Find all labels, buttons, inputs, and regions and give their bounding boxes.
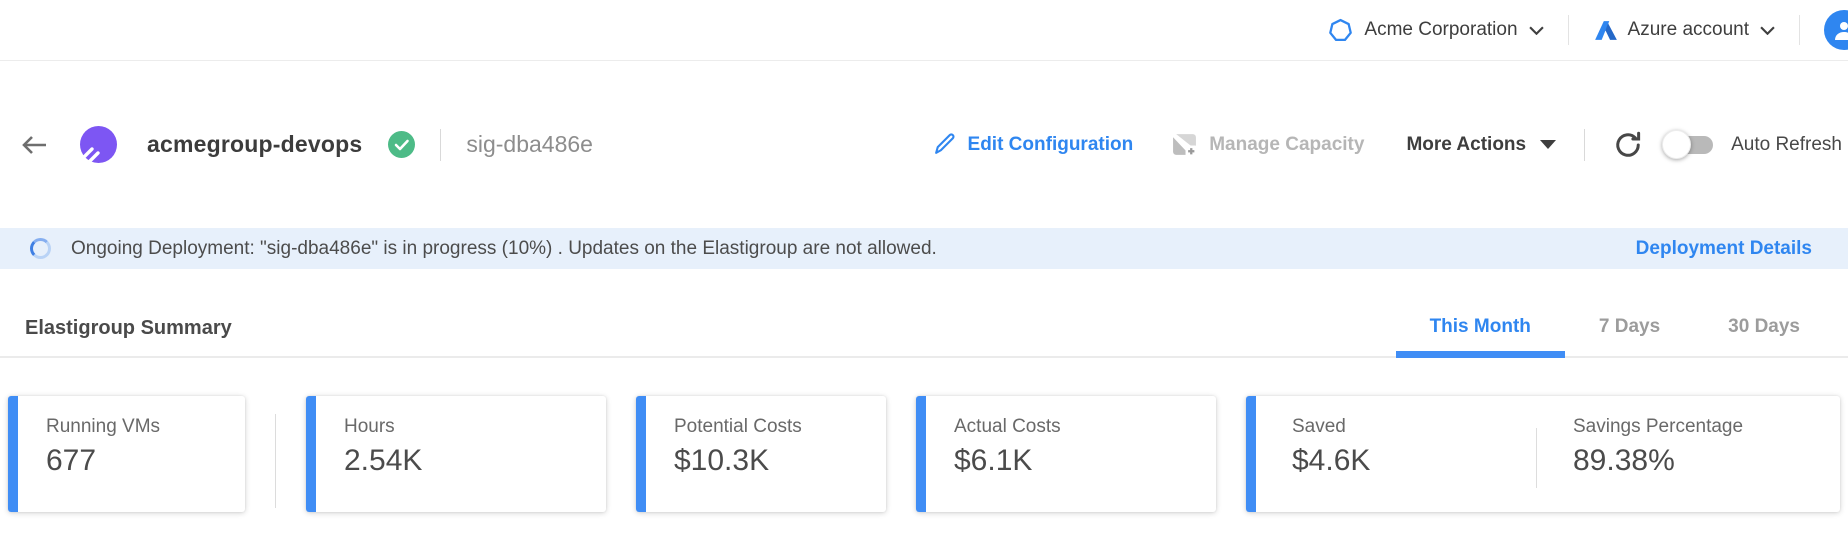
deployment-message: Ongoing Deployment: "sig-dba486e" is in … bbox=[71, 237, 937, 259]
cards-divider bbox=[275, 414, 276, 508]
caret-down-icon bbox=[1540, 140, 1557, 149]
hours-card: Hours 2.54K bbox=[306, 396, 606, 512]
elastigroup-icon bbox=[77, 126, 117, 165]
card-accent-bar bbox=[1246, 396, 1256, 512]
card-inner-divider bbox=[1536, 428, 1537, 488]
card-label: Saved bbox=[1292, 416, 1346, 437]
user-avatar[interactable] bbox=[1824, 10, 1848, 50]
summary-header: Elastigroup Summary This Month 7 Days 30… bbox=[0, 269, 1848, 358]
manage-capacity-button[interactable]: Manage Capacity bbox=[1171, 131, 1364, 158]
auto-refresh-toggle[interactable] bbox=[1662, 129, 1714, 159]
capacity-icon bbox=[1171, 131, 1198, 158]
azure-icon bbox=[1593, 20, 1617, 40]
toggle-knob bbox=[1662, 129, 1692, 159]
card-label: Hours bbox=[344, 416, 395, 437]
card-accent-bar bbox=[306, 396, 316, 512]
pencil-icon bbox=[932, 132, 957, 157]
page-title: acmegroup-devops bbox=[147, 131, 363, 157]
header-divider bbox=[1584, 128, 1586, 161]
more-actions-button[interactable]: More Actions bbox=[1406, 134, 1557, 156]
refresh-button[interactable] bbox=[1613, 130, 1643, 160]
healthy-status-icon bbox=[388, 131, 416, 158]
card-accent-bar bbox=[8, 396, 18, 512]
auto-refresh-label: Auto Refresh bbox=[1731, 133, 1842, 155]
organization-label: Acme Corporation bbox=[1364, 19, 1518, 40]
chevron-down-icon bbox=[1760, 26, 1775, 35]
card-label: Running VMs bbox=[46, 416, 161, 437]
cloud-account-selector[interactable]: Azure account bbox=[1593, 19, 1775, 41]
time-range-tabs: This Month 7 Days 30 Days bbox=[1395, 316, 1834, 358]
cloud-account-label: Azure account bbox=[1627, 19, 1749, 40]
chevron-down-icon bbox=[1528, 26, 1544, 35]
deployment-banner: Ongoing Deployment: "sig-dba486e" is in … bbox=[0, 228, 1848, 269]
organization-icon bbox=[1328, 18, 1353, 43]
tab-this-month[interactable]: This Month bbox=[1395, 316, 1565, 358]
header-divider bbox=[440, 128, 442, 161]
topbar-divider bbox=[1799, 15, 1800, 45]
card-value: 89.38% bbox=[1573, 444, 1675, 477]
tab-7-days[interactable]: 7 Days bbox=[1598, 316, 1661, 337]
deployment-id: sig-dba486e bbox=[466, 131, 593, 157]
card-label: Savings Percentage bbox=[1573, 416, 1744, 437]
organization-selector[interactable]: Acme Corporation bbox=[1328, 18, 1544, 43]
summary-cards: Running VMs 677 Hours 2.54K Potential Co… bbox=[0, 358, 1848, 512]
potential-costs-card: Potential Costs $10.3K bbox=[636, 396, 886, 512]
running-vms-card: Running VMs 677 bbox=[8, 396, 245, 512]
tab-30-days[interactable]: 30 Days bbox=[1728, 316, 1800, 337]
card-value: 2.54K bbox=[344, 444, 423, 477]
card-accent-bar bbox=[916, 396, 926, 512]
card-label: Actual Costs bbox=[954, 416, 1061, 437]
card-value: 677 bbox=[46, 444, 97, 477]
topbar-divider bbox=[1567, 15, 1569, 45]
savings-card: Saved $4.6K Savings Percentage 89.38% bbox=[1246, 396, 1840, 512]
page-header: acmegroup-devops sig-dba486e Edit Config… bbox=[0, 61, 1848, 228]
summary-title: Elastigroup Summary bbox=[25, 317, 232, 339]
edit-configuration-button[interactable]: Edit Configuration bbox=[932, 132, 1133, 157]
card-value: $4.6K bbox=[1292, 444, 1371, 477]
actual-costs-card: Actual Costs $6.1K bbox=[916, 396, 1216, 512]
card-label: Potential Costs bbox=[674, 416, 802, 437]
top-bar: Acme Corporation Azure account bbox=[0, 0, 1848, 61]
card-value: $6.1K bbox=[954, 444, 1033, 477]
card-accent-bar bbox=[636, 396, 646, 512]
deployment-details-link[interactable]: Deployment Details bbox=[1635, 237, 1812, 259]
card-value: $10.3K bbox=[674, 444, 770, 477]
loading-spinner-icon bbox=[30, 238, 51, 259]
back-button[interactable] bbox=[20, 133, 48, 157]
